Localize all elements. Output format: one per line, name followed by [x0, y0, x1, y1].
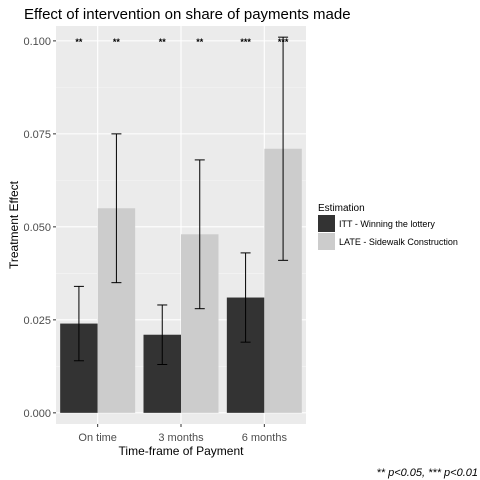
significance-marker: *** [278, 37, 289, 47]
y-tick-label: 0.050 [23, 222, 51, 234]
significance-marker: ** [113, 37, 121, 47]
y-axis-title: Treatment Effect [7, 180, 21, 269]
legend-key-late [318, 233, 335, 250]
legend-key-itt [318, 215, 335, 232]
significance-marker: ** [196, 37, 204, 47]
x-tick-label: 3 months [158, 432, 204, 444]
legend-title: Estimation [318, 203, 365, 214]
significance-footnote: ** p<0.05, *** p<0.01 [376, 467, 478, 479]
significance-markers: ** ** ***** ** *** [75, 37, 288, 47]
y-tick-label: 0.100 [23, 36, 51, 48]
y-tick-label: 0.000 [23, 408, 51, 420]
x-tick-label: On time [78, 432, 117, 444]
x-axis-title: Time-frame of Payment [119, 444, 245, 458]
chart-title: Effect of intervention on share of payme… [24, 6, 351, 23]
bars [60, 148, 302, 413]
y-axis-ticks: 0.000 0.025 0.050 0.075 0.100 [23, 36, 56, 420]
error-bars [73, 36, 289, 365]
significance-marker: *** [240, 37, 251, 47]
legend: Estimation ITT - Winning the lottery LAT… [318, 203, 458, 250]
legend-label-late: LATE - Sidewalk Construction [339, 237, 458, 247]
legend-label-itt: ITT - Winning the lottery [339, 219, 435, 229]
x-axis-ticks: On time 3 months 6 months [78, 424, 287, 444]
y-tick-label: 0.025 [23, 315, 51, 327]
significance-marker: ** [159, 37, 167, 47]
y-tick-label: 0.075 [23, 129, 51, 141]
significance-marker: ** [75, 37, 83, 47]
x-tick-label: 6 months [242, 432, 288, 444]
